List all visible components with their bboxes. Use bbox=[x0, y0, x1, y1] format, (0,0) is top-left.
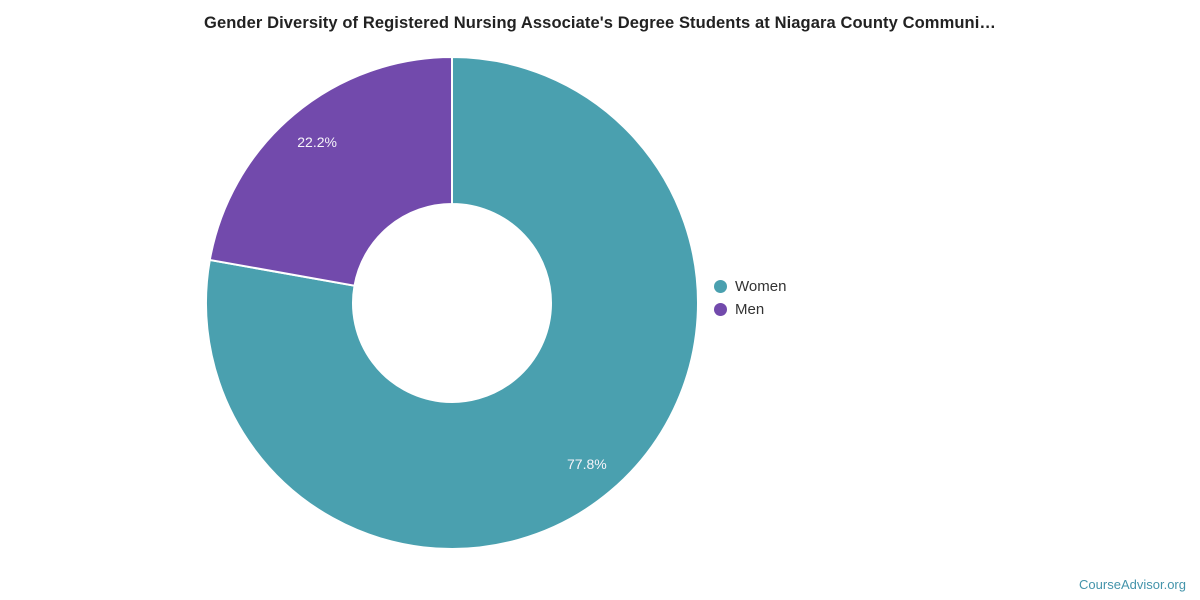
legend-item-men[interactable]: Men bbox=[714, 301, 786, 318]
slice-label-women: 77.8% bbox=[567, 456, 607, 472]
legend-marker-women bbox=[714, 280, 727, 293]
legend: Women Men bbox=[714, 278, 786, 318]
legend-label-women: Women bbox=[735, 278, 787, 295]
legend-label-men: Men bbox=[735, 301, 765, 318]
courseadvisor-link[interactable]: CourseAdvisor.org bbox=[1079, 577, 1186, 592]
slice-label-men: 22.2% bbox=[297, 134, 337, 150]
chart-title: Gender Diversity of Registered Nursing A… bbox=[204, 14, 996, 32]
legend-marker-men bbox=[714, 303, 727, 316]
pie-slice-men[interactable] bbox=[208, 55, 453, 287]
legend-item-women[interactable]: Women bbox=[714, 278, 786, 295]
pie-slice-women[interactable] bbox=[205, 55, 699, 550]
